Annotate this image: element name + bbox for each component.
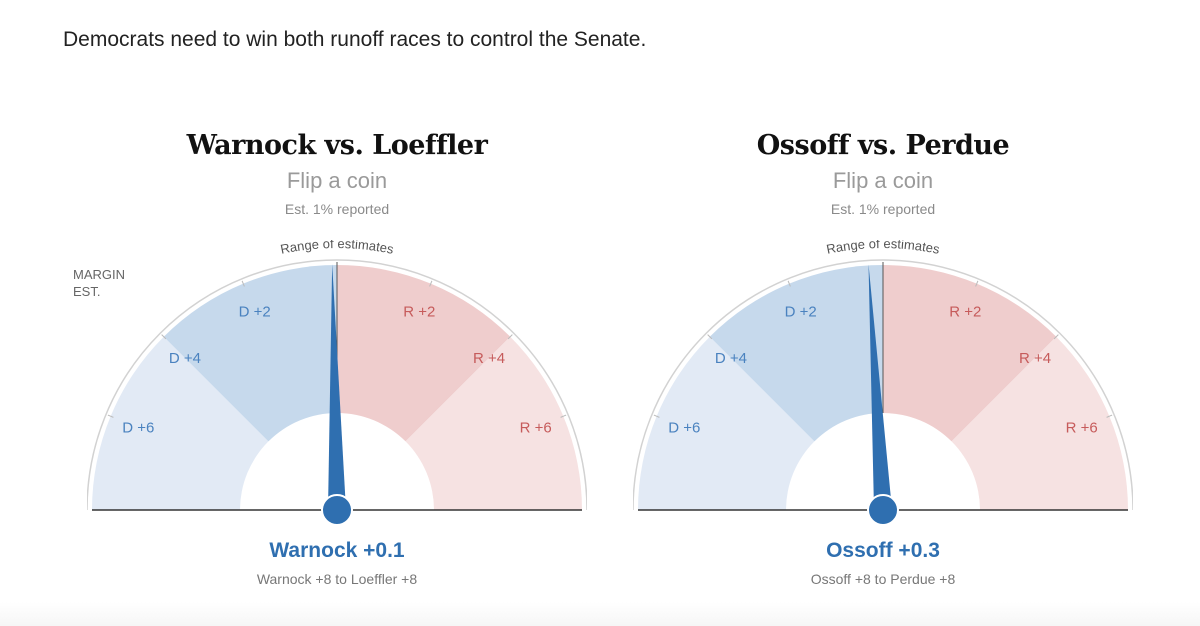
gauge-chart: D +6 D +4 D +2 R +2 R +4 R +6 Range of estimat…	[87, 240, 587, 526]
needle-pivot	[867, 494, 899, 526]
tick-mark	[707, 334, 713, 340]
estimate-range-text: Warnock +8 to Loeffler +8	[256, 571, 418, 587]
needle-pivot	[321, 494, 353, 526]
estimate-range-text: Ossoff +8 to Perdue +8	[810, 571, 956, 587]
race-title: Ossoff vs. Perdue	[756, 130, 1010, 161]
margin-estimate-label: MARGIN EST.	[73, 266, 125, 300]
tick-mark	[975, 280, 979, 287]
tick-label: D +2	[785, 303, 817, 320]
range-of-estimates-label: Range of estimates	[279, 240, 396, 257]
tick-mark	[241, 280, 245, 287]
bottom-fade	[0, 602, 1200, 626]
tick-label: R +4	[473, 350, 505, 367]
reported-percent: Est. 1% reported	[284, 201, 390, 217]
tick-mark	[429, 280, 433, 287]
tick-label: R +2	[403, 303, 435, 320]
needle-result: Ossoff +0.3	[826, 539, 940, 562]
range-of-estimates-label: Range of estimates	[825, 240, 942, 257]
race-subtitle: Flip a coin	[286, 168, 388, 193]
tick-mark	[161, 334, 167, 340]
tick-label: R +2	[949, 303, 981, 320]
tick-label: D +4	[715, 350, 747, 367]
tick-label: R +6	[1066, 420, 1098, 437]
margin-label-line2: EST.	[73, 284, 101, 299]
tick-label: R +6	[520, 420, 552, 437]
tick-label: R +4	[1019, 350, 1051, 367]
gauge-needle	[868, 264, 892, 511]
gauge-chart: D +6 D +4 D +2 R +2 R +4 R +6 Range of estimat…	[633, 240, 1133, 526]
tick-mark	[1053, 334, 1059, 340]
tick-mark	[787, 280, 791, 287]
gauge-outline	[633, 259, 1133, 511]
needle-result: Warnock +0.1	[269, 539, 405, 562]
reported-percent: Est. 1% reported	[830, 201, 936, 217]
tick-label: D +6	[668, 420, 700, 437]
tick-label: D +6	[122, 420, 154, 437]
gauge-outline	[87, 259, 587, 511]
gauge-needle	[328, 264, 346, 511]
tick-label: D +4	[169, 350, 201, 367]
race-warnock-loeffler: Warnock vs. Loeffler Flip a coin Est. 1%…	[87, 120, 587, 600]
tick-mark	[653, 414, 660, 418]
race-title: Warnock vs. Loeffler	[186, 130, 488, 161]
margin-label-line1: MARGIN	[73, 267, 125, 282]
tick-mark	[560, 414, 567, 418]
tick-mark	[107, 414, 114, 418]
intro-text: Democrats need to win both runoff races …	[63, 28, 647, 51]
race-subtitle: Flip a coin	[832, 168, 934, 193]
tick-mark	[507, 334, 513, 340]
tick-mark	[1106, 414, 1113, 418]
race-ossoff-perdue: Ossoff vs. Perdue Flip a coin Est. 1% re…	[633, 120, 1133, 600]
tick-label: D +2	[239, 303, 271, 320]
